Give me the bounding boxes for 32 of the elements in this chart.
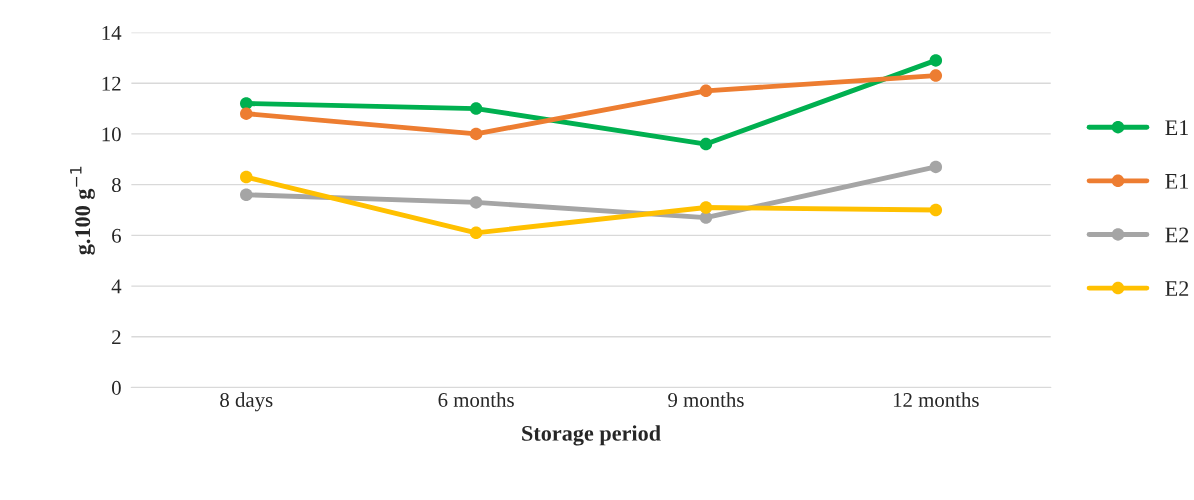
y-tick-label: 6	[112, 228, 121, 243]
y-tick-label: 14	[102, 25, 122, 40]
legend-label: E1	[1165, 120, 1189, 135]
point	[469, 102, 483, 115]
point	[929, 203, 943, 217]
x-axis-title: Storage period	[522, 425, 661, 446]
legend-label: E2	[1165, 227, 1189, 243]
point	[240, 170, 253, 184]
legend-label: E2	[1165, 281, 1189, 296]
x-tick-label: 12 months	[893, 392, 979, 408]
x-tick-label: 9 months	[668, 392, 744, 408]
point	[469, 127, 483, 141]
point	[240, 188, 253, 202]
point	[469, 226, 483, 240]
y-tick-label: 2	[112, 330, 121, 345]
x-tick-label: 6 months	[438, 392, 514, 408]
point	[929, 160, 943, 174]
x-tick-label: 8 days	[220, 392, 273, 412]
point	[929, 54, 943, 67]
point	[699, 137, 713, 151]
y-tick-label: 4	[111, 279, 122, 294]
point	[240, 107, 253, 120]
legend-label: E1	[1165, 173, 1189, 189]
y-axis-title: g.100 g$^{−1}$	[70, 166, 95, 255]
y-tick-label: 0	[112, 380, 121, 395]
y-tick-label: 10	[102, 127, 121, 142]
y-tick-label: 12	[102, 76, 121, 91]
point	[469, 196, 483, 209]
point	[699, 84, 713, 98]
y-tick-label: 8	[112, 178, 121, 193]
point	[929, 69, 943, 82]
point	[699, 201, 713, 214]
